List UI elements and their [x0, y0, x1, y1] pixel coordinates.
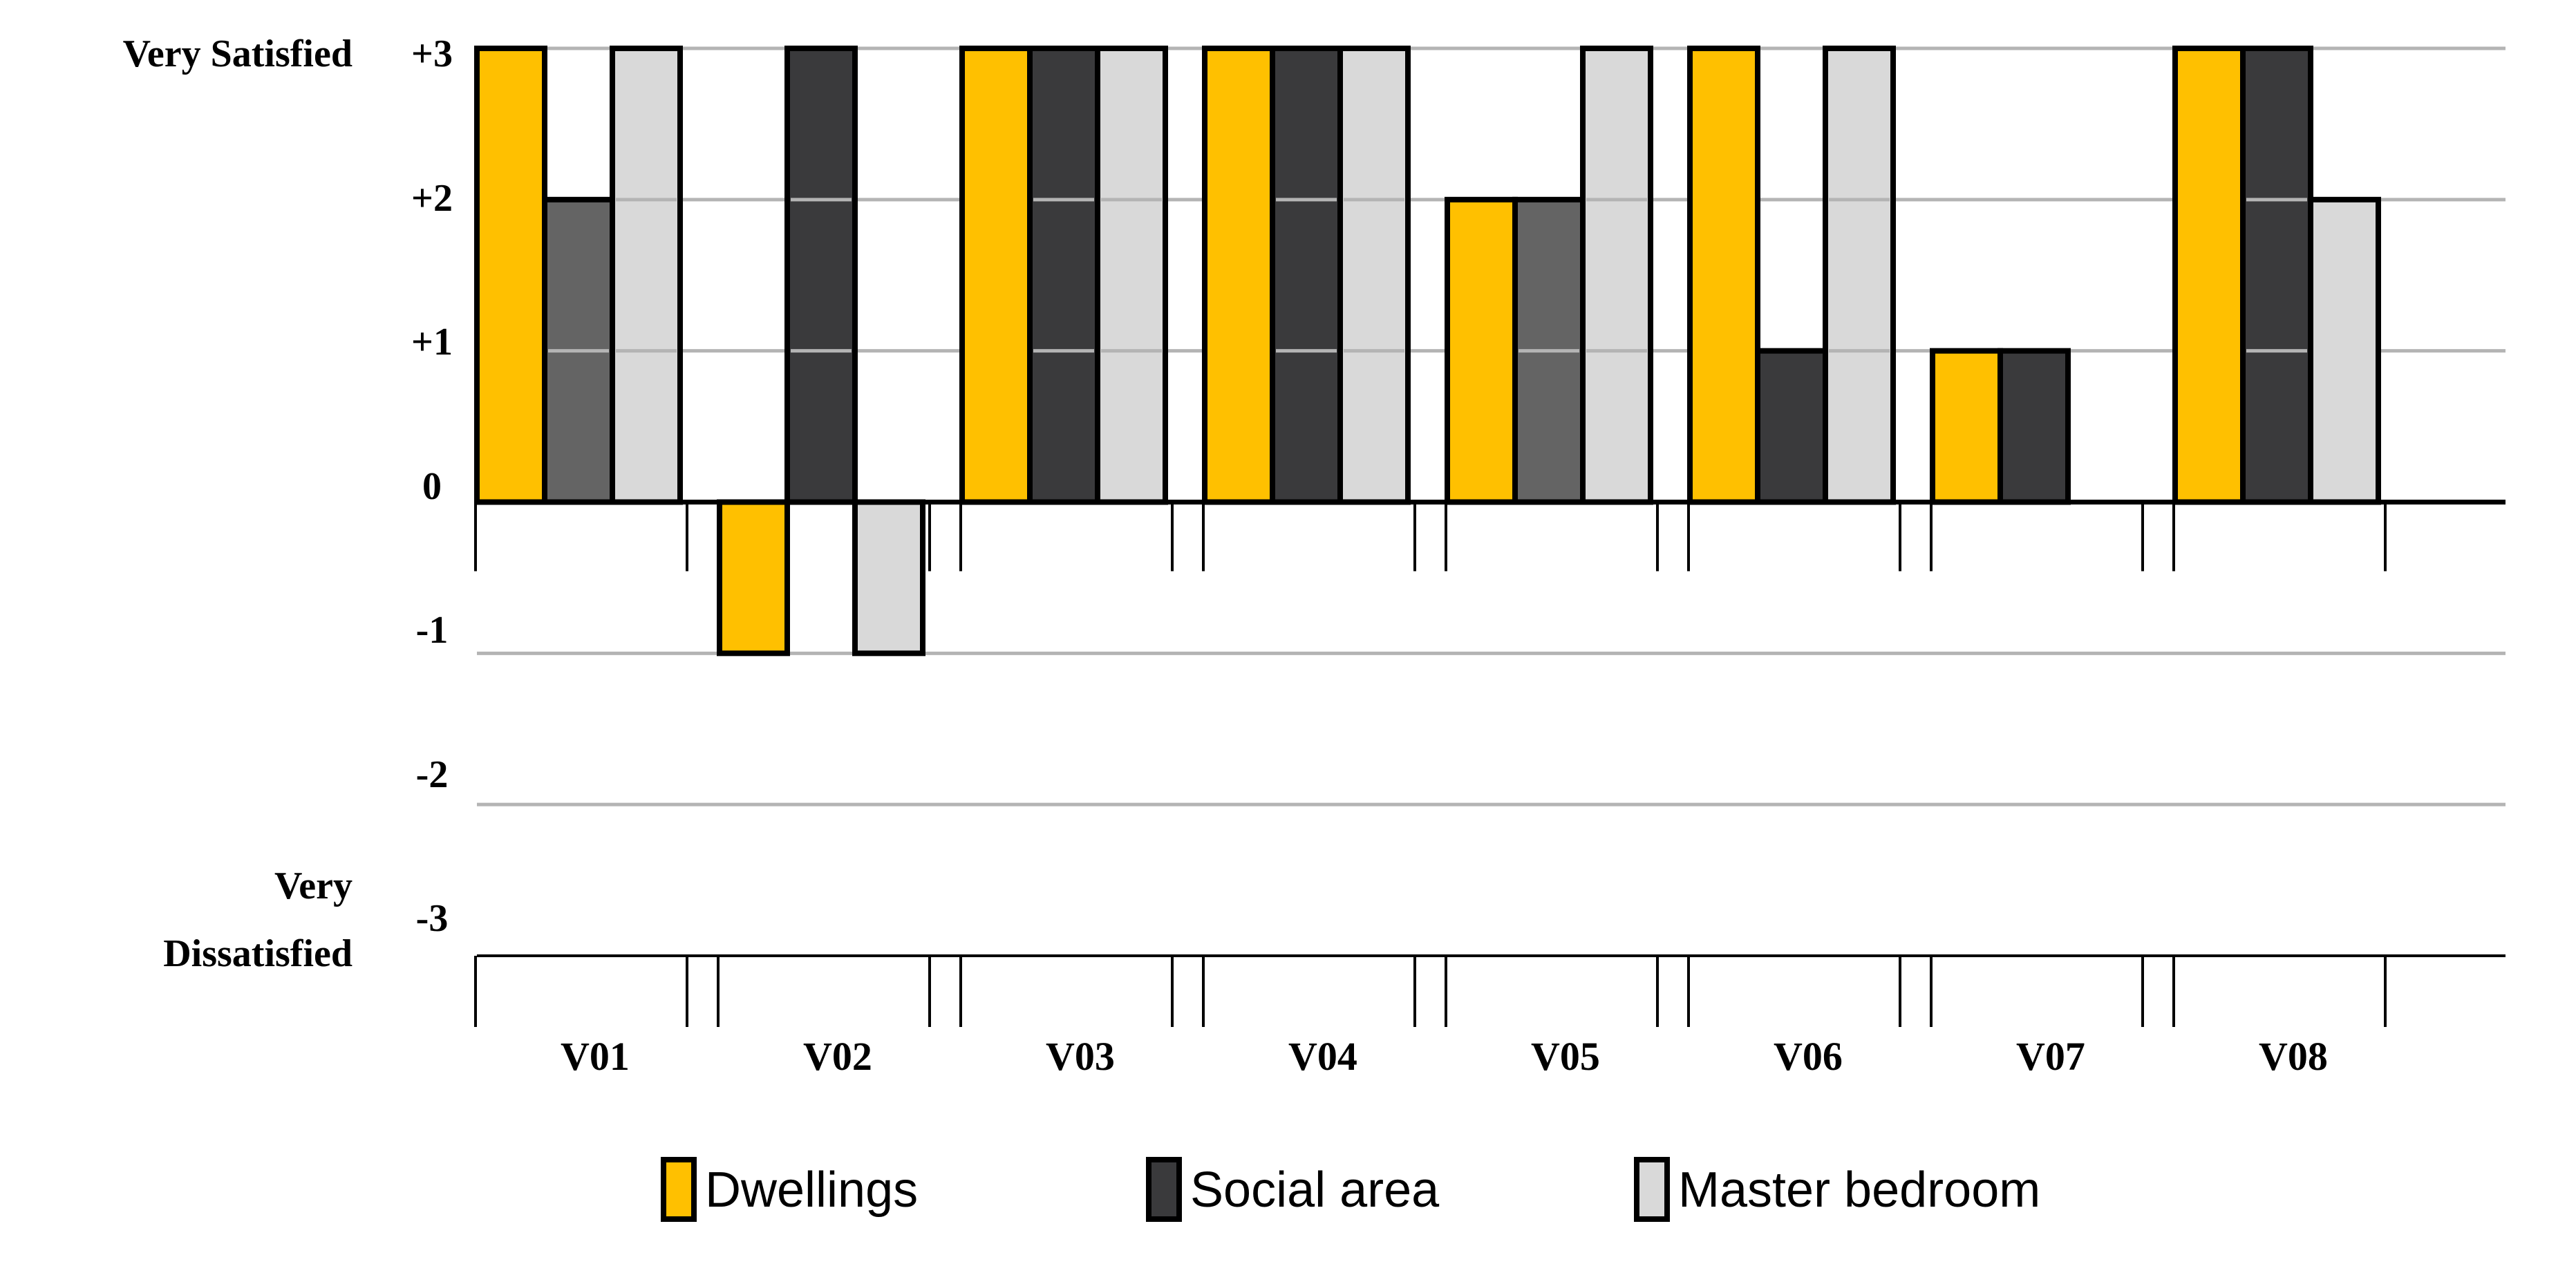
category-label: V06 — [1774, 1034, 1843, 1079]
y-tick-label: +2 — [411, 177, 453, 220]
y-axis-bottom-label-line1: Very — [274, 865, 352, 907]
category-label: V02 — [803, 1034, 872, 1079]
y-tick-label: -3 — [416, 897, 449, 940]
y-tick-label: 0 — [422, 465, 442, 508]
category-labels: V01 V02 V03 V04 V05 V06 V07 V08 — [561, 1034, 2328, 1079]
category-label: V08 — [2259, 1034, 2328, 1079]
bar-master-bedroom-v08 — [2308, 196, 2381, 505]
bar-social-area-v07 — [1997, 348, 2071, 505]
bar-dwellings-v06 — [1687, 46, 1760, 505]
bar-dwellings-v07 — [1930, 348, 2003, 505]
bar-dwellings-v01 — [474, 46, 547, 505]
legend: Dwellings Social area Master bedroom — [661, 1157, 2040, 1222]
bar-dwellings-v02 — [717, 499, 790, 657]
bar-social-area-v04 — [1270, 46, 1343, 505]
bar-dwellings-v04 — [1202, 46, 1275, 505]
y-axis-top-label: Very Satisfied — [123, 32, 352, 75]
legend-swatch-dwellings — [661, 1157, 697, 1222]
category-label: V05 — [1531, 1034, 1600, 1079]
y-tick-label: +1 — [411, 321, 453, 364]
legend-label-social-area: Social area — [1190, 1162, 1440, 1218]
bar-social-area-v03 — [1027, 46, 1100, 505]
bar-master-bedroom-v05 — [1580, 46, 1653, 505]
category-label: V03 — [1046, 1034, 1115, 1079]
bar-dwellings-v05 — [1445, 196, 1518, 505]
legend-swatch-master-bedroom — [1634, 1157, 1670, 1222]
y-tick-label: -1 — [416, 609, 449, 652]
bar-dwellings-v08 — [2172, 46, 2246, 505]
bar-social-area-v08 — [2240, 46, 2313, 505]
bar-dwellings-v03 — [959, 46, 1033, 505]
category-label: V01 — [561, 1034, 630, 1079]
bar-social-area-v02 — [784, 46, 858, 505]
legend-label-dwellings: Dwellings — [705, 1162, 918, 1218]
bar-social-area-v06 — [1755, 348, 1828, 505]
bar-master-bedroom-v04 — [1337, 46, 1411, 505]
bar-master-bedroom-v01 — [610, 46, 683, 505]
bar-master-bedroom-v06 — [1823, 46, 1896, 505]
axes — [474, 500, 2506, 1027]
y-tick-label: -2 — [416, 753, 449, 796]
category-label: V07 — [2016, 1034, 2085, 1079]
bar-master-bedroom-v02 — [852, 499, 925, 657]
y-axis-labels: +3 +2 +1 0 -1 -2 -3 Very Satisfied Very … — [123, 32, 453, 975]
bar-master-bedroom-v03 — [1095, 46, 1168, 505]
category-label: V04 — [1288, 1034, 1357, 1079]
legend-label-master-bedroom: Master bedroom — [1678, 1162, 2040, 1218]
y-tick-label: +3 — [411, 32, 453, 75]
y-axis-bottom-label-line2: Dissatisfied — [163, 932, 352, 975]
legend-swatch-social-area — [1146, 1157, 1182, 1222]
